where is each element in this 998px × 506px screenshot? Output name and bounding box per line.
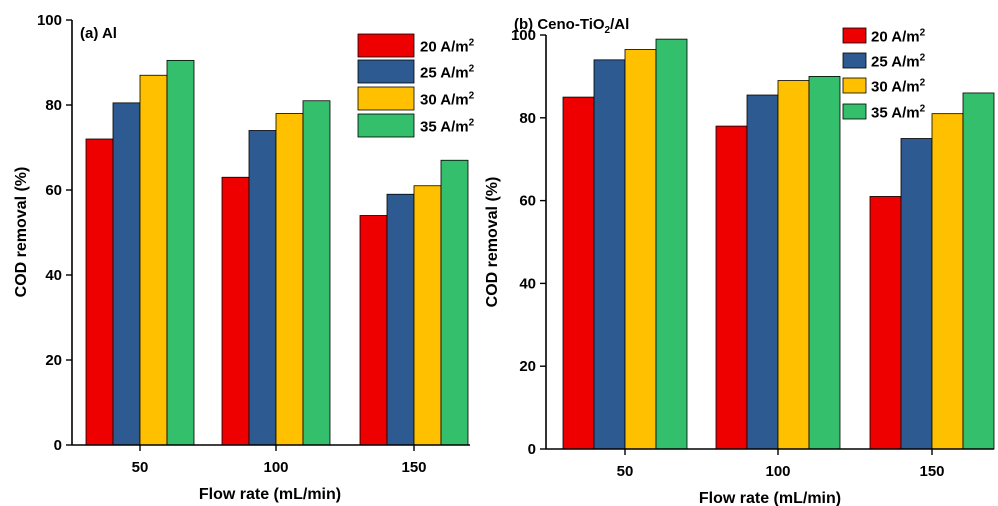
bar [413, 185, 442, 446]
y-tick-label: 100 [37, 12, 62, 29]
x-tick-label: 150 [919, 463, 944, 480]
legend-label: 20 A/m2 [420, 38, 475, 56]
legend-label: 20 A/m2 [871, 28, 926, 46]
bar [562, 96, 595, 450]
bar [302, 100, 331, 446]
bar [777, 80, 810, 450]
legend-label: 35 A/m2 [420, 118, 475, 136]
y-axis-label: COD removal (%) [484, 177, 501, 308]
legend-label: 25 A/m2 [871, 53, 926, 71]
bar [440, 159, 469, 446]
legend-swatch [842, 27, 867, 44]
x-axis-label: Flow rate (mL/min) [699, 490, 841, 506]
legend-label: 30 A/m2 [420, 91, 475, 109]
legend: 20 A/m2 25 A/m2 30 A/m2 35 A/m2 [357, 33, 475, 138]
bar [869, 196, 902, 450]
chart-panel-b: 0 20 40 60 80 100 50 100 150 Flow rate (mL/min) CO… [484, 16, 995, 506]
x-tick-label: 100 [263, 459, 288, 476]
panel-label: (a) Al [80, 25, 117, 42]
bar [593, 59, 626, 450]
bar [808, 76, 841, 450]
bar [624, 49, 657, 450]
bar [221, 176, 250, 446]
bar [275, 113, 304, 446]
bar [166, 59, 195, 446]
y-tick-label: 40 [519, 275, 536, 292]
y-axis-label: COD removal (%) [13, 167, 30, 298]
bar [386, 193, 415, 446]
x-tick-label: 150 [401, 459, 426, 476]
panel-label: (b) Ceno-TiO2/Al [514, 16, 629, 36]
y-tick-label: 0 [528, 441, 536, 458]
y-tick-label: 80 [519, 110, 536, 127]
bar [112, 102, 141, 446]
x-tick-label: 100 [765, 463, 790, 480]
legend-label: 35 A/m2 [871, 104, 926, 122]
bar [85, 138, 114, 446]
bar [139, 74, 168, 446]
bar [715, 125, 748, 450]
legend-swatch [357, 59, 415, 84]
bar [359, 215, 388, 446]
legend-swatch [357, 86, 415, 111]
bar [746, 94, 779, 450]
legend-label: 30 A/m2 [871, 78, 926, 96]
x-tick-label: 50 [132, 459, 149, 476]
y-tick-label: 40 [45, 267, 62, 284]
x-axis-label: Flow rate (mL/min) [199, 486, 341, 503]
y-tick-label: 60 [519, 193, 536, 210]
legend: 20 A/m2 25 A/m2 30 A/m2 35 A/m2 [842, 27, 926, 122]
bar [655, 38, 688, 450]
y-tick-label: 0 [54, 437, 62, 454]
y-tick-label: 20 [519, 358, 536, 375]
y-tick-label: 80 [45, 97, 62, 114]
y-tick-label: 60 [45, 182, 62, 199]
x-tick-label: 50 [617, 463, 634, 480]
legend-swatch [842, 77, 867, 94]
bar [962, 92, 995, 450]
legend-swatch [357, 33, 415, 58]
legend-label: 25 A/m2 [420, 64, 475, 82]
bar [931, 113, 964, 450]
chart-panel-a: 0 20 40 60 80 100 50 100 150 Flow rate (mL/min) CO… [13, 12, 475, 503]
bar [248, 130, 277, 446]
legend-swatch [842, 103, 867, 120]
y-tick-label: 100 [511, 27, 536, 44]
legend-swatch [842, 52, 867, 69]
bar [900, 138, 933, 450]
legend-swatch [357, 113, 415, 138]
y-tick-label: 20 [45, 352, 62, 369]
